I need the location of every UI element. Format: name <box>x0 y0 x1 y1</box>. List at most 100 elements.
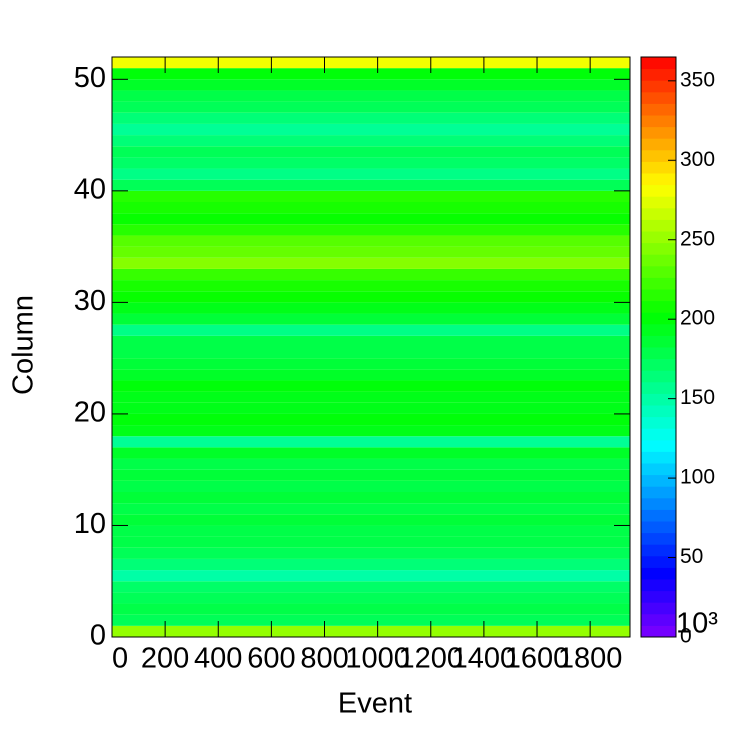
heatmap-cell <box>112 625 630 637</box>
heatmap-cell <box>112 436 630 448</box>
palette-step <box>641 231 676 244</box>
x-tick-label: 1800 <box>558 643 623 675</box>
palette-step <box>641 613 676 626</box>
heatmap-cell <box>112 335 630 347</box>
z-tick-label: 100 <box>680 466 715 489</box>
palette-step <box>641 544 676 557</box>
heatmap-cell <box>112 257 630 269</box>
palette-step <box>641 57 676 70</box>
axis-multiplier: 10³ <box>676 608 718 640</box>
heatmap-cell <box>112 313 630 325</box>
heatmap-cell <box>112 157 630 169</box>
y-tick-label: 10 <box>74 508 106 540</box>
y-tick-label: 20 <box>74 397 106 429</box>
heatmap-cell <box>112 213 630 225</box>
heatmap-cell <box>112 614 630 626</box>
z-tick-label: 200 <box>680 307 715 330</box>
heatmap-cell <box>112 469 630 481</box>
x-tick-label: 1200 <box>399 643 464 675</box>
heatmap-cell <box>112 447 630 459</box>
y-tick-label: 30 <box>74 285 106 317</box>
palette-step <box>641 312 676 325</box>
palette-step <box>641 265 676 278</box>
heatmap-cell <box>112 402 630 414</box>
x-axis-label: Event <box>338 688 412 720</box>
heatmap-cell <box>112 179 630 191</box>
heatmap-cell <box>112 369 630 381</box>
z-tick-label: 350 <box>680 68 715 91</box>
heatmap-cell <box>112 90 630 102</box>
palette-step <box>641 289 676 302</box>
palette-step <box>641 358 676 371</box>
palette-step <box>641 521 676 534</box>
z-tick-label: 250 <box>680 227 715 250</box>
palette-step <box>641 463 676 476</box>
palette-step <box>641 68 676 81</box>
x-tick-label: 1000 <box>345 643 410 675</box>
palette-step <box>641 173 676 186</box>
palette-step <box>641 405 676 418</box>
z-tick-label: 50 <box>680 545 703 568</box>
heatmap-cell <box>112 280 630 292</box>
heatmap-cell <box>112 358 630 370</box>
heatmap-cell <box>112 224 630 236</box>
x-tick-label: 200 <box>141 643 189 675</box>
palette-step <box>641 254 676 267</box>
palette-step <box>641 370 676 383</box>
heatmap-cell <box>112 146 630 158</box>
heatmap-cell <box>112 570 630 582</box>
palette-step <box>641 439 676 452</box>
x-tick-label: 0 <box>112 643 128 675</box>
palette-step <box>641 474 676 487</box>
palette-step <box>641 497 676 510</box>
heatmap-cell <box>112 190 630 202</box>
palette-step <box>641 80 676 93</box>
heatmap-cell <box>112 592 630 604</box>
heatmap-cell <box>112 536 630 548</box>
palette-step <box>641 115 676 128</box>
heatmap-cell <box>112 492 630 504</box>
heatmap-cell <box>112 581 630 593</box>
heatmap-cell <box>112 135 630 147</box>
heatmap-cell <box>112 391 630 403</box>
heatmap-cell <box>112 603 630 615</box>
x-tick-label: 400 <box>194 643 242 675</box>
z-tick-label: 150 <box>680 386 715 409</box>
plot-frame <box>111 56 631 638</box>
palette-step <box>641 486 676 499</box>
heatmap-cell <box>112 79 630 91</box>
palette-step <box>641 567 676 580</box>
heatmap-cell <box>112 268 630 281</box>
palette-step <box>641 347 676 360</box>
palette-step <box>641 277 676 290</box>
z-tick-label: 300 <box>680 148 715 171</box>
z-tick-label: 0 <box>680 625 692 648</box>
y-tick-label: 40 <box>74 174 106 206</box>
palette-step <box>641 555 676 568</box>
palette-frame <box>640 56 677 638</box>
x-tick-label: 1400 <box>452 643 517 675</box>
heatmap-cell <box>112 112 630 124</box>
palette-step <box>641 451 676 464</box>
palette-step <box>641 184 676 197</box>
heatmap-cell <box>112 525 630 537</box>
heatmap-cell <box>112 235 630 247</box>
palette-step <box>641 126 676 139</box>
heatmap-cell <box>112 347 630 359</box>
heatmap-cell <box>112 458 630 470</box>
palette-step <box>641 300 676 313</box>
palette-step <box>641 625 676 638</box>
heatmap-cell <box>112 425 630 437</box>
heatmap-cell <box>112 514 630 526</box>
heatmap-cell <box>112 202 630 214</box>
heatmap-cell <box>112 123 630 136</box>
palette-step <box>641 149 676 162</box>
palette-step <box>641 590 676 603</box>
heatmap-cell <box>112 324 630 336</box>
palette-step <box>641 381 676 394</box>
palette-step <box>641 103 676 116</box>
heatmap-cell <box>112 291 630 303</box>
palette-step <box>641 161 676 174</box>
palette-step <box>641 219 676 232</box>
